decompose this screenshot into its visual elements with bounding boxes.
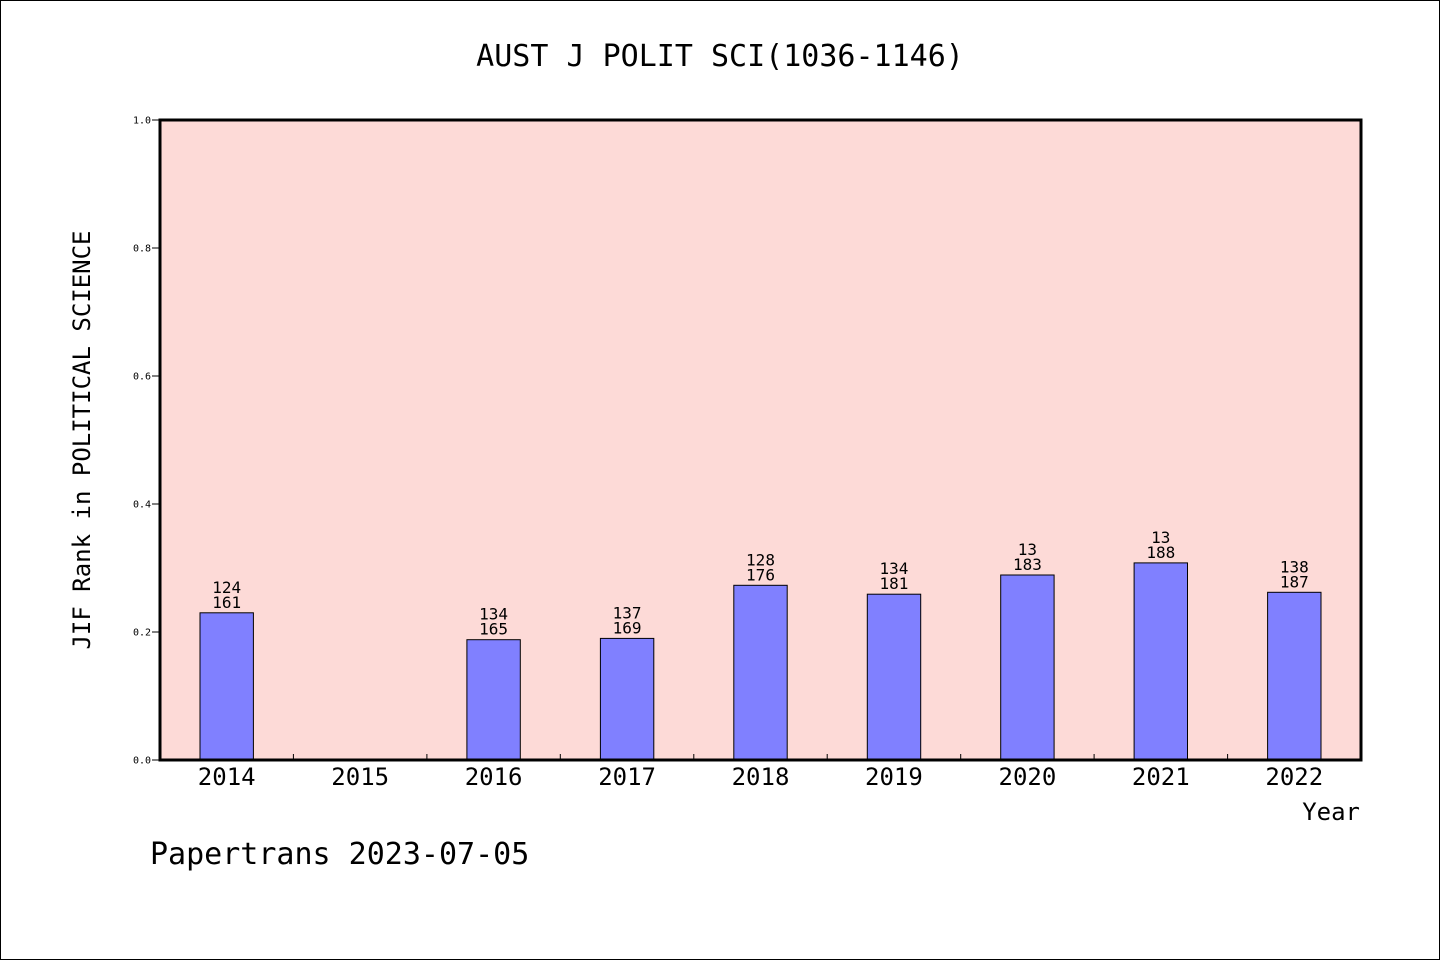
y-tick-label-1.0: 1.0	[133, 116, 151, 127]
x-tick-label-2016: 2016	[465, 763, 523, 791]
x-tick-label-2014: 2014	[198, 763, 256, 791]
data-label-rank-2017: 137	[613, 603, 642, 622]
data-label-total-2017: 169	[613, 618, 642, 637]
y-tick-label-0.4: 0.4	[133, 500, 151, 511]
data-label-total-2018: 176	[746, 565, 775, 584]
x-tick-label-2018: 2018	[732, 763, 790, 791]
bar-2022	[1267, 591, 1322, 761]
y-tick-label-0.0: 0.0	[133, 756, 151, 767]
x-tick-label-2019: 2019	[865, 763, 923, 791]
x-tick-label-2022: 2022	[1265, 763, 1323, 791]
x-tick-label-2020: 2020	[999, 763, 1057, 791]
data-label-rank-2014: 124	[212, 578, 241, 597]
footer-credit: Papertrans 2023-07-05	[150, 837, 529, 872]
data-label-total-2014: 161	[212, 593, 241, 612]
data-label-rank-2016: 134	[479, 605, 508, 624]
x-tick-label-2017: 2017	[598, 763, 656, 791]
bar-2021	[1133, 562, 1188, 761]
data-label-rank-2019: 134	[879, 559, 908, 578]
x-tick-label-2015: 2015	[331, 763, 389, 791]
bar-2014	[199, 612, 254, 761]
y-tick-label-0.2: 0.2	[133, 628, 151, 639]
data-label-rank-2020: 13	[1018, 540, 1037, 559]
bars-group	[199, 562, 1322, 761]
data-label-rank-2018: 128	[746, 550, 775, 569]
data-label-total-2020: 183	[1013, 555, 1042, 574]
data-label-total-2021: 188	[1146, 543, 1175, 562]
data-label-total-2019: 181	[879, 574, 908, 593]
bar-2016	[466, 639, 521, 761]
x-tick-label-2021: 2021	[1132, 763, 1190, 791]
bar-2019	[866, 593, 922, 761]
data-label-total-2022: 187	[1280, 572, 1309, 591]
y-tick-label-0.6: 0.6	[133, 372, 151, 383]
x-axis-label: Year	[1302, 798, 1360, 826]
plot-border	[158, 118, 1363, 762]
data-label-rank-2022: 138	[1280, 557, 1309, 576]
bar-2017	[599, 637, 655, 761]
bar-2020	[1000, 574, 1055, 761]
y-tick-label-0.8: 0.8	[133, 244, 151, 255]
x-axis: 2014 2015 2016 2017 2018 2019 2020 2021 2022	[198, 754, 1323, 791]
data-label-total-2016: 165	[479, 620, 508, 639]
y-axis: 0.0 0.2 0.4 0.6 0.8 1.0	[133, 116, 160, 767]
data-label-rank-2021: 13	[1151, 528, 1170, 547]
chart-title: AUST J POLIT SCI(1036-1146)	[476, 39, 964, 74]
bar-2018	[733, 584, 788, 761]
y-axis-label: JIF Rank in POLITICAL SCIENCE	[68, 230, 96, 649]
